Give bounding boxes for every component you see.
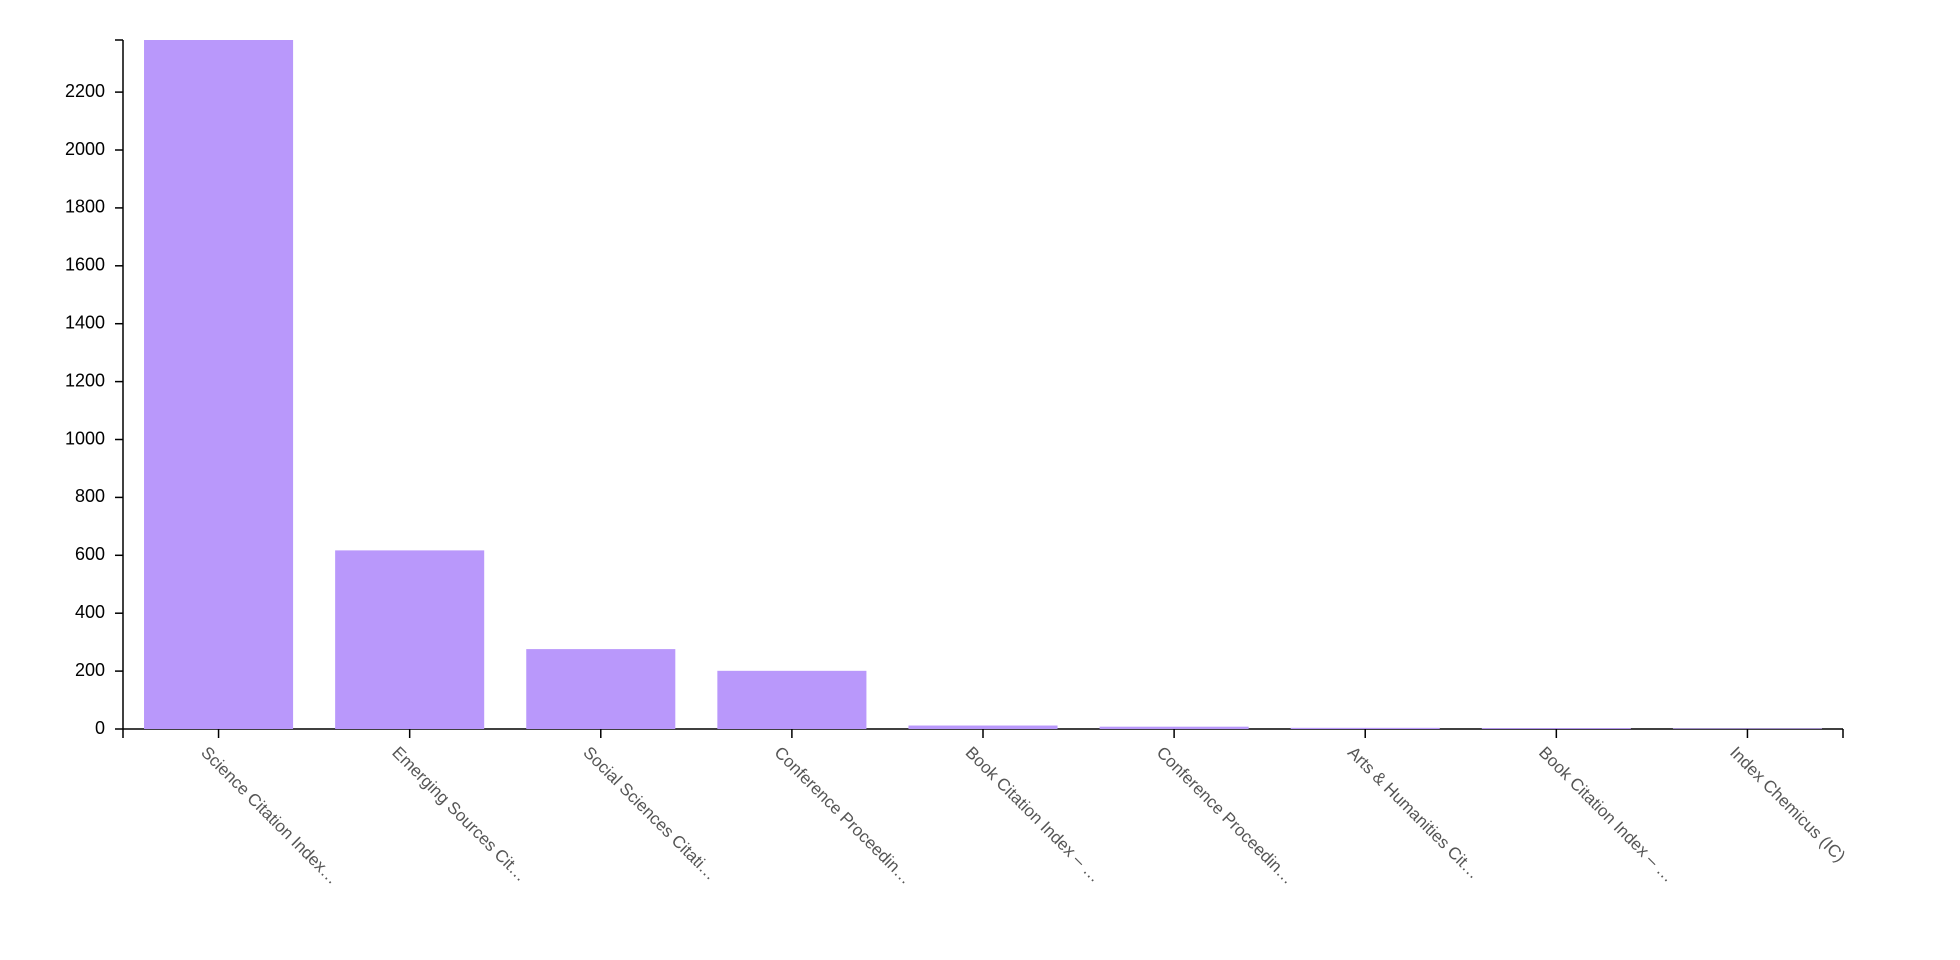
- x-tick-label: Book Citation Index – …: [1535, 743, 1678, 886]
- y-tick-label: 1200: [65, 370, 105, 390]
- bar: [1099, 726, 1249, 729]
- x-tick-label: Arts & Humanities Cit…: [1344, 743, 1484, 883]
- x-tick-label: Index Chemicus (IC): [1726, 743, 1849, 866]
- y-tick-label: 1800: [65, 197, 105, 217]
- y-tick-label: 2000: [65, 139, 105, 159]
- x-tick-label: Conference Proceedin…: [1153, 743, 1298, 888]
- y-tick-label: 0: [95, 718, 105, 738]
- y-tick-label: 800: [75, 486, 105, 506]
- x-tick-label: Book Citation Index – …: [962, 743, 1105, 886]
- y-tick-label: 1000: [65, 428, 105, 448]
- bar: [908, 725, 1058, 729]
- y-tick-label: 400: [75, 602, 105, 622]
- bar: [1672, 728, 1822, 729]
- bar: [717, 670, 867, 729]
- bar: [144, 40, 294, 729]
- x-tick-label: Conference Proceedin…: [771, 743, 916, 888]
- bar: [1481, 728, 1631, 729]
- y-tick-label: 2200: [65, 81, 105, 101]
- bar: [1290, 727, 1440, 729]
- bar: [526, 649, 676, 729]
- y-tick-label: 600: [75, 544, 105, 564]
- x-tick-label: Science Citation Index…: [197, 743, 342, 888]
- y-tick-label: 1400: [65, 312, 105, 332]
- x-tick-label: Social Sciences Citati…: [579, 743, 720, 884]
- y-tick-label: 1600: [65, 255, 105, 275]
- y-tick-label: 200: [75, 660, 105, 680]
- x-tick-label: Emerging Sources Cit…: [388, 743, 530, 885]
- bar: [335, 550, 485, 729]
